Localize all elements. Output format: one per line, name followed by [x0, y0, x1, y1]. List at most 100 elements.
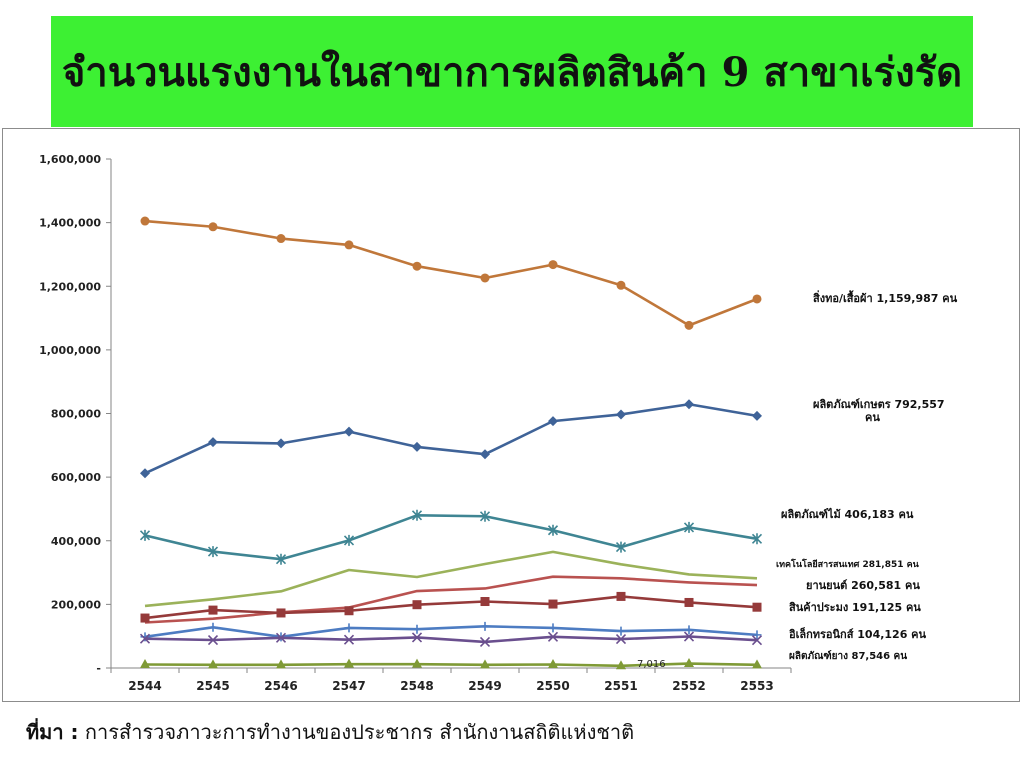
series-line [144, 513, 758, 561]
y-tick-label: - [96, 662, 101, 675]
y-tick-label: 1,200,000 [39, 280, 101, 293]
data-point [684, 399, 694, 410]
series-label: ยานยนต์ 260,581 คน [806, 579, 920, 592]
data-point [344, 658, 354, 668]
data-point [412, 658, 422, 668]
data-point [208, 605, 218, 615]
data-point [752, 630, 762, 640]
series-label: ผลิตภัณฑ์ยาง 87,546 คน [789, 650, 907, 662]
data-point [480, 273, 490, 283]
data-point [140, 468, 150, 479]
data-point [480, 597, 490, 607]
x-tick-label: 2548 [400, 679, 433, 693]
data-point [479, 636, 491, 647]
data-point [208, 437, 218, 448]
data-point [547, 631, 559, 642]
x-tick-label: 2551 [604, 679, 637, 693]
source-note: ที่มา : การสำรวจภาวะการทำงานของประชากร ส… [26, 716, 634, 748]
y-tick-label: 1,600,000 [39, 153, 101, 166]
slide-title: จำนวนแรงงานในสาขาการผลิตสินค้า 9 สาขาเร่… [61, 48, 963, 96]
data-point [615, 541, 627, 553]
data-point [208, 222, 218, 232]
series-line [144, 595, 758, 620]
data-point [412, 261, 422, 271]
data-point [411, 509, 423, 521]
y-tick-label: 1,400,000 [39, 217, 101, 230]
series-label: อิเล็กทรอนิกส์ 104,126 คน [789, 627, 927, 641]
data-point [616, 591, 626, 601]
y-tick-label: 400,000 [51, 535, 101, 548]
series-label: เทคโนโลยีสารสนเทศ 281,851 คน [776, 558, 920, 570]
series-label: ผลิตภัณฑ์เกษตร 792,557 คน [813, 398, 945, 424]
data-point [344, 426, 354, 437]
data-point [683, 521, 695, 533]
data-point [344, 240, 354, 250]
series-line [144, 662, 758, 668]
data-point [275, 632, 287, 643]
data-point [140, 216, 150, 226]
data-point [752, 602, 762, 612]
data-point [479, 510, 491, 522]
series-line [144, 219, 758, 327]
data-point [548, 416, 558, 427]
data-point [684, 625, 694, 635]
chart-frame: - 200,000 400,000 600,000 800,000 1,000,000 1,… [2, 128, 1020, 702]
data-point [684, 320, 694, 330]
series-label: ผลิตภัณฑ์ไม้ 406,183 คน [781, 507, 914, 521]
data-point [276, 608, 286, 618]
data-point [751, 635, 763, 646]
series-label: สินค้าประมง 191,125 คน [789, 601, 922, 614]
x-tick-label: 2550 [536, 679, 569, 693]
data-point [548, 599, 558, 609]
y-tick-label: 600,000 [51, 471, 101, 484]
x-tick-label: 2552 [672, 679, 705, 693]
data-point [548, 260, 558, 270]
data-point [751, 533, 763, 545]
data-point [344, 606, 354, 616]
data-point [412, 600, 422, 610]
x-tick-label: 2544 [128, 679, 161, 693]
data-point [548, 623, 558, 633]
x-tick-label: 2553 [740, 679, 773, 693]
y-tick-label: 800,000 [51, 408, 101, 421]
data-point [683, 631, 695, 642]
x-tick-label: 2549 [468, 679, 501, 693]
data-point [752, 294, 762, 304]
x-tick-label: 2546 [264, 679, 297, 693]
data-point [276, 438, 286, 449]
data-point [208, 622, 218, 632]
data-point [480, 449, 490, 460]
data-point [548, 659, 558, 669]
data-point [684, 597, 694, 607]
data-point [480, 621, 490, 631]
data-point [275, 553, 287, 565]
y-tick-label: 1,000,000 [39, 344, 101, 357]
series-line [144, 575, 758, 624]
data-point [343, 634, 355, 645]
source-label: ที่มา : [26, 720, 79, 744]
data-point [616, 409, 626, 420]
source-value: การสำรวจภาวะการทำงานของประชากร สำนักงานส… [84, 720, 635, 744]
data-point [140, 659, 150, 669]
data-point [207, 634, 219, 646]
data-point [752, 659, 762, 669]
data-point [616, 660, 626, 670]
data-point [344, 623, 354, 633]
data-point [412, 624, 422, 634]
data-point [752, 410, 762, 421]
data-point [139, 633, 151, 644]
data-point [139, 529, 151, 541]
series-label: สิ่งทอ/เสื้อผ้า 1,159,987 คน [813, 290, 958, 305]
series-line [144, 402, 758, 475]
data-point [276, 234, 286, 244]
data-point [411, 632, 423, 643]
x-tick-label: 2545 [196, 679, 229, 693]
series-line [144, 635, 758, 644]
data-point [480, 659, 490, 669]
series-line [144, 550, 758, 608]
y-tick-label: 200,000 [51, 598, 101, 611]
data-point [547, 524, 559, 536]
data-point [343, 534, 355, 546]
data-label: 7,016 [637, 659, 666, 670]
title-banner: จำนวนแรงงานในสาขาการผลิตสินค้า 9 สาขาเร่… [51, 16, 973, 127]
